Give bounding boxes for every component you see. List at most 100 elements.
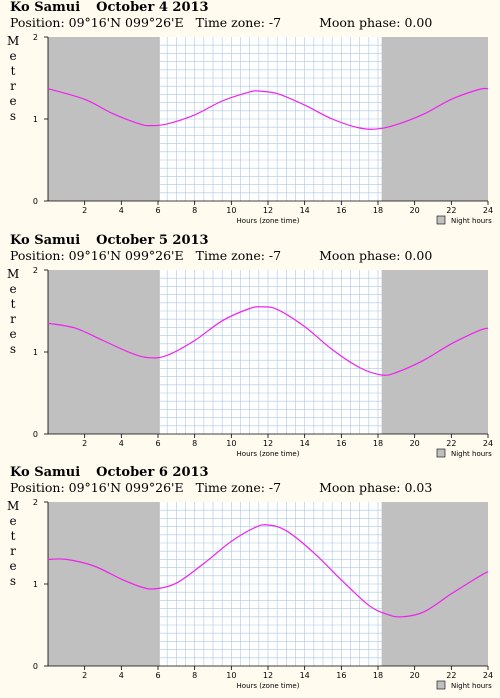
x-tick-label: 6 xyxy=(155,439,160,448)
y-tick-label: 2 xyxy=(33,498,38,507)
time-zone-text: Time zone: -7 xyxy=(195,248,282,263)
tide-curve xyxy=(47,306,489,376)
y-axis-label-letter: M xyxy=(7,34,20,48)
x-tick-label: 4 xyxy=(119,206,124,215)
x-tick-label: 20 xyxy=(410,439,420,448)
x-tick-label: 14 xyxy=(300,439,310,448)
position-text: Position: 09°16'N 099°26'E xyxy=(10,248,184,263)
y-axis-label-letter: e xyxy=(9,559,17,573)
y-tick-label: 0 xyxy=(33,197,38,206)
legend-swatch xyxy=(436,215,446,225)
x-tick-label: 8 xyxy=(192,439,197,448)
tide-chart-oct-5: 0 1 2 2 4 6 8 10 12 14 16 18 20 22 24 Hours (zone time)… xyxy=(0,233,500,466)
x-tick-label: 20 xyxy=(410,206,420,215)
x-tick-label: 8 xyxy=(192,206,197,215)
y-axis-label-letter: r xyxy=(10,544,16,558)
y-axis-label-letter: t xyxy=(10,64,16,78)
legend-swatch xyxy=(436,448,446,458)
y-axis-label-letter: s xyxy=(9,342,17,356)
x-tick-label: 2 xyxy=(82,671,87,680)
y-axis-label-letter: s xyxy=(9,109,17,123)
time-zone-text: Time zone: -7 xyxy=(195,480,282,495)
y-tick-label: 0 xyxy=(33,662,38,671)
location-name: Ko Samui xyxy=(10,0,81,15)
x-axis-title: Hours (zone time) xyxy=(237,682,300,690)
y-axis-label-letter: r xyxy=(10,312,16,326)
y-tick-label: 0 xyxy=(33,430,38,439)
x-tick-label: 10 xyxy=(226,671,236,680)
night-shading xyxy=(48,502,160,666)
night-shading xyxy=(48,270,160,434)
legend-swatch xyxy=(436,680,446,690)
night-shading xyxy=(381,502,488,666)
x-tick-label: 16 xyxy=(336,439,346,448)
position-text: Position: 09°16'N 099°26'E xyxy=(10,15,184,30)
position-text: Position: 09°16'N 099°26'E xyxy=(10,480,184,495)
y-tick-label: 1 xyxy=(33,348,38,357)
y-tick-label: 1 xyxy=(33,580,38,589)
night-shading xyxy=(48,37,160,201)
chart-date: October 6 2013 xyxy=(96,465,209,480)
y-axis-label-letter: r xyxy=(10,79,16,93)
tide-chart-oct-4: 0 1 2 2 4 6 8 10 12 14 16 18 20 22 24 Hours (zone time)… xyxy=(0,0,500,233)
location-name: Ko Samui xyxy=(10,233,81,248)
x-tick-label: 10 xyxy=(226,439,236,448)
x-tick-label: 6 xyxy=(155,671,160,680)
legend-label: Night hours xyxy=(451,217,492,225)
chart-info: Position: 09°16'N 099°26'E Time zone: -7 M… xyxy=(10,480,432,495)
y-tick-label: 2 xyxy=(33,33,38,42)
x-axis-title: Hours (zone time) xyxy=(237,450,300,458)
x-tick-label: 22 xyxy=(446,206,456,215)
y-axis-label-letter: M xyxy=(7,499,20,513)
x-tick-label: 2 xyxy=(82,439,87,448)
y-axis-label-letter: e xyxy=(9,49,17,63)
x-tick-label: 12 xyxy=(263,206,273,215)
chart-info: Position: 09°16'N 099°26'E Time zone: -7 M… xyxy=(10,248,432,263)
y-axis-label-letter: e xyxy=(9,327,17,341)
y-axis-label-letter: s xyxy=(9,574,17,588)
x-tick-label: 18 xyxy=(373,671,383,680)
x-tick-label: 16 xyxy=(336,206,346,215)
x-tick-label: 14 xyxy=(300,206,310,215)
legend-label: Night hours xyxy=(451,450,492,458)
x-axis-title: Hours (zone time) xyxy=(237,217,300,225)
y-axis-label-letter: t xyxy=(10,297,16,311)
y-axis-label-letter: e xyxy=(9,94,17,108)
y-axis-label-letter: M xyxy=(7,267,20,281)
x-tick-label: 4 xyxy=(119,671,124,680)
chart-title: Ko Samui October 4 2013 xyxy=(10,0,209,15)
tide-chart-oct-6: 0 1 2 2 4 6 8 10 12 14 16 18 20 22 24 Hours (zone time)… xyxy=(0,465,500,698)
y-axis-label-letter: e xyxy=(9,282,17,296)
y-tick-label: 1 xyxy=(33,115,38,124)
x-tick-label: 4 xyxy=(119,439,124,448)
location-name: Ko Samui xyxy=(10,465,81,480)
night-shading xyxy=(381,37,488,201)
x-tick-label: 14 xyxy=(300,671,310,680)
x-tick-label: 6 xyxy=(155,206,160,215)
x-tick-label: 2 xyxy=(82,206,87,215)
tide-curve xyxy=(47,524,489,618)
chart-info: Position: 09°16'N 099°26'E Time zone: -7 M… xyxy=(10,15,432,30)
y-tick-label: 2 xyxy=(33,266,38,275)
x-tick-label: 16 xyxy=(336,671,346,680)
time-zone-text: Time zone: -7 xyxy=(195,15,282,30)
chart-title: Ko Samui October 6 2013 xyxy=(10,465,209,480)
y-axis-label-letter: t xyxy=(10,529,16,543)
moon-phase-text: Moon phase: 0.00 xyxy=(319,248,433,263)
tide-curve xyxy=(47,87,489,130)
x-tick-label: 20 xyxy=(410,671,420,680)
chart-date: October 5 2013 xyxy=(96,233,209,248)
x-tick-label: 24 xyxy=(483,206,493,215)
moon-phase-text: Moon phase: 0.03 xyxy=(319,480,433,495)
x-tick-label: 22 xyxy=(446,439,456,448)
chart-title: Ko Samui October 5 2013 xyxy=(10,233,209,248)
night-shading xyxy=(381,270,488,434)
x-tick-label: 22 xyxy=(446,671,456,680)
x-tick-label: 24 xyxy=(483,439,493,448)
